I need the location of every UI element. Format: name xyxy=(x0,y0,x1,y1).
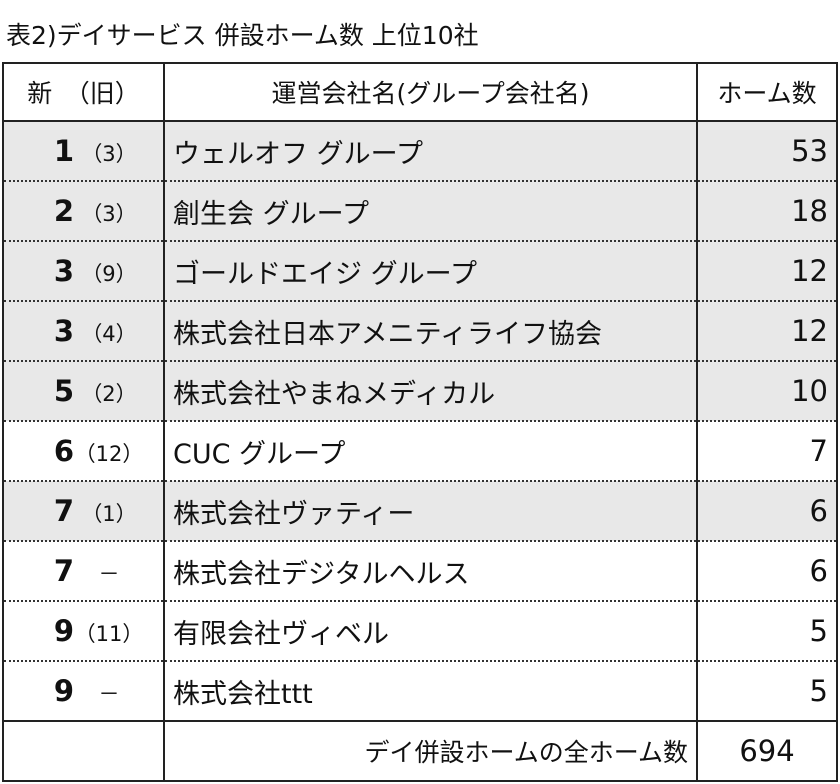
new-rank: 7 xyxy=(53,494,74,528)
home-count: 6 xyxy=(696,481,838,542)
rank-cell: 9 － xyxy=(2,661,165,722)
table-title: 表2)デイサービス 併設ホーム数 上位10社 xyxy=(6,21,479,50)
company-name: ウェルオフ グループ xyxy=(163,121,698,182)
company-name: 株式会社ヴァティー xyxy=(163,481,698,542)
home-count: 6 xyxy=(696,541,838,602)
header-rank: 新 （旧） xyxy=(2,62,165,122)
header-company: 運営会社名(グループ会社名) xyxy=(163,62,698,122)
rank-cell: 1 （3） xyxy=(2,121,165,182)
new-rank: 9 xyxy=(53,614,74,648)
company-name: 創生会 グループ xyxy=(163,181,698,242)
old-rank: （4） xyxy=(81,322,137,346)
old-rank: （3） xyxy=(81,142,137,166)
rank-cell: 2 （3） xyxy=(2,181,165,242)
company-name: 株式会社やまねメディカル xyxy=(163,361,698,422)
table-row: 3 （9） ゴールドエイジ グループ 12 xyxy=(2,241,838,302)
table-row: 5 （2） 株式会社やまねメディカル 10 xyxy=(2,361,838,422)
table-row: 7 （1） 株式会社ヴァティー 6 xyxy=(2,481,838,542)
old-rank: （12） xyxy=(74,442,144,466)
company-name: 株式会社日本アメニティライフ協会 xyxy=(163,301,698,362)
old-rank: （2） xyxy=(81,382,137,406)
rank-cell: 9（11） xyxy=(2,601,165,662)
table-row: 9 － 株式会社ttt 5 xyxy=(2,661,838,722)
total-value: 694 xyxy=(696,720,838,782)
new-rank: 5 xyxy=(53,374,74,408)
company-name: 株式会社デジタルヘルス xyxy=(163,541,698,602)
ranking-table: 新 （旧） 運営会社名(グループ会社名) ホーム数 1 （3） ウェルオフ グルー… xyxy=(2,62,838,782)
rank-cell: 5 （2） xyxy=(2,361,165,422)
table-row: 1 （3） ウェルオフ グループ 53 xyxy=(2,121,838,182)
total-row: デイ併設ホームの全ホーム数 694 xyxy=(2,720,838,782)
total-empty-cell xyxy=(2,720,165,782)
rank-cell: 7 （1） xyxy=(2,481,165,542)
old-rank: （1） xyxy=(81,502,137,526)
new-rank: 3 xyxy=(53,314,74,348)
rank-cell: 3 （9） xyxy=(2,241,165,302)
total-label: デイ併設ホームの全ホーム数 xyxy=(163,720,698,782)
old-rank: （9） xyxy=(81,262,137,286)
new-rank: 3 xyxy=(53,254,74,288)
company-name: CUC グループ xyxy=(163,421,698,482)
table-row: 7 － 株式会社デジタルヘルス 6 xyxy=(2,541,838,602)
home-count: 7 xyxy=(696,421,838,482)
old-rank: （11） xyxy=(74,622,144,646)
company-name: ゴールドエイジ グループ xyxy=(163,241,698,302)
rank-cell: 6（12） xyxy=(2,421,165,482)
home-count: 18 xyxy=(696,181,838,242)
company-name: 株式会社ttt xyxy=(163,661,698,722)
header-row: 新 （旧） 運営会社名(グループ会社名) ホーム数 xyxy=(2,62,838,122)
table-row: 9（11） 有限会社ヴィベル 5 xyxy=(2,601,838,662)
company-name: 有限会社ヴィベル xyxy=(163,601,698,662)
table-row: 6（12） CUC グループ 7 xyxy=(2,421,838,482)
new-rank: 6 xyxy=(53,434,74,468)
old-rank: － xyxy=(98,682,120,706)
table-row: 3 （4） 株式会社日本アメニティライフ協会 12 xyxy=(2,301,838,362)
home-count: 53 xyxy=(696,121,838,182)
rank-cell: 7 － xyxy=(2,541,165,602)
new-rank: 9 xyxy=(53,674,74,708)
home-count: 10 xyxy=(696,361,838,422)
header-homes: ホーム数 xyxy=(696,62,838,122)
old-rank: － xyxy=(98,562,120,586)
rank-cell: 3 （4） xyxy=(2,301,165,362)
new-rank: 2 xyxy=(53,194,74,228)
new-rank: 1 xyxy=(53,134,74,168)
home-count: 12 xyxy=(696,241,838,302)
home-count: 12 xyxy=(696,301,838,362)
home-count: 5 xyxy=(696,661,838,722)
home-count: 5 xyxy=(696,601,838,662)
old-rank: （3） xyxy=(81,202,137,226)
table-row: 2 （3） 創生会 グループ 18 xyxy=(2,181,838,242)
new-rank: 7 xyxy=(53,554,74,588)
